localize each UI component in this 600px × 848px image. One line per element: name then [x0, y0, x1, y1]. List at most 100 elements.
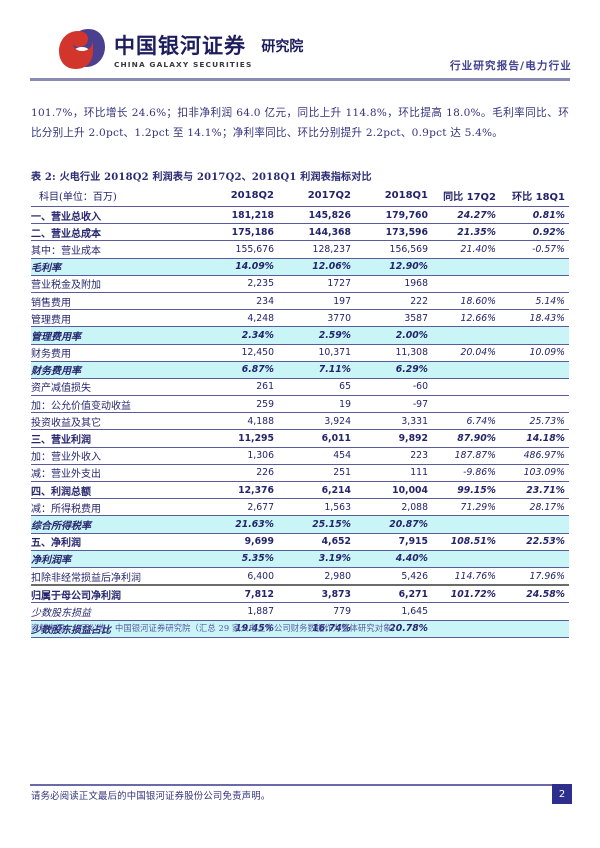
cell-2017Q2: 6,011 [278, 429, 355, 448]
column-header-4: 同比 17Q2 [432, 186, 500, 207]
column-header-1: 2018Q2 [201, 186, 278, 207]
cell-同比 17Q2: 6.74% [432, 412, 500, 430]
table-row: 其中：营业成本 155,676 128,237 156,569 21.40% -0.57% [31, 240, 569, 259]
table-row: 财务费用率 6.87% 7.11% 6.29% [31, 360, 569, 379]
brand-logo: 中国银河证券 CHINA GALAXY SECURITIES 研究院 [58, 27, 303, 71]
table-row: 财务费用 12,450 10,371 11,308 20.04% 10.09% [31, 343, 569, 362]
cell-2018Q2: 11,295 [201, 429, 278, 448]
row-label: 管理费用 [31, 309, 201, 327]
cell-2018Q2: 2,235 [201, 274, 278, 293]
cell-同比 17Q2: 108.51% [432, 532, 500, 551]
row-label: 营业税金及附加 [31, 274, 201, 293]
cell-同比 17Q2: 21.35% [432, 223, 500, 241]
cell-2018Q1: 3,331 [355, 412, 432, 430]
cell-2018Q1: 20.87% [355, 515, 432, 534]
intro-paragraph: 101.7%，环比增长 24.6%；扣非净利润 64.0 亿元，同比上升 114… [31, 107, 569, 139]
cell-2018Q1: 4.40% [355, 549, 432, 568]
cell-2018Q1: 1,645 [355, 602, 432, 620]
cell-2018Q1: 9,892 [355, 429, 432, 448]
table-row: 减：营业外支出 226 251 111 -9.86% 103.09% [31, 463, 569, 482]
row-label: 毛利率 [31, 257, 201, 276]
brand-name-cn: 中国银河证券 [114, 34, 246, 58]
table-source-note: 资料来源：公司公告，中国银河证券研究院（汇总 29 家火电上市公司财务数据作为整… [31, 623, 400, 633]
row-label: 五、净利润 [31, 532, 201, 551]
cell-2018Q2: 2.34% [201, 326, 278, 344]
cell-同比 17Q2: 12.66% [432, 309, 500, 327]
row-label: 净利润率 [31, 549, 201, 568]
table-row: 资产减值损失 261 65 -60 [31, 377, 569, 396]
row-label: 财务费用 [31, 343, 201, 362]
cell-同比 17Q2: 99.15% [432, 480, 500, 499]
cell-2018Q2: 259 [201, 395, 278, 413]
cell-同比 17Q2 [432, 326, 500, 344]
cell-同比 17Q2 [432, 395, 500, 413]
cell-2018Q1: 6.29% [355, 360, 432, 379]
cell-环比 18Q1: 14.18% [500, 429, 569, 448]
cell-2018Q1: 111 [355, 463, 432, 482]
footer-divider [30, 784, 570, 786]
page-number-badge: 2 [552, 784, 572, 804]
cell-同比 17Q2: 101.72% [432, 584, 500, 603]
cell-同比 17Q2: 21.40% [432, 240, 500, 259]
cell-2017Q2: 12.06% [278, 257, 355, 276]
cell-环比 18Q1 [500, 549, 569, 568]
row-label: 投资收益及其它 [31, 412, 201, 430]
cell-环比 18Q1: 28.17% [500, 498, 569, 516]
cell-同比 17Q2 [432, 257, 500, 276]
cell-2017Q2: 25.15% [278, 515, 355, 534]
cell-环比 18Q1: 10.09% [500, 343, 569, 362]
column-header-3: 2018Q1 [355, 186, 432, 207]
cell-2018Q2: 19.45% [201, 619, 278, 638]
cell-2018Q1: 1968 [355, 274, 432, 293]
cell-环比 18Q1 [500, 360, 569, 379]
cell-2018Q2: 1,306 [201, 446, 278, 465]
table-row: 投资收益及其它 4,188 3,924 3,331 6.74% 25.73% [31, 412, 569, 430]
cell-同比 17Q2 [432, 515, 500, 534]
cell-2017Q2: 16.74% [278, 619, 355, 638]
cell-同比 17Q2: -9.86% [432, 463, 500, 482]
table-header-row: 科目(单位：百万) 2018Q2 2017Q2 2018Q1 同比 17Q2 环… [31, 186, 569, 207]
cell-2017Q2: 10,371 [278, 343, 355, 362]
cell-2017Q2: 251 [278, 463, 355, 482]
cell-2018Q2: 6.87% [201, 360, 278, 379]
cell-2018Q1: 6,271 [355, 584, 432, 603]
row-label: 财务费用率 [31, 360, 201, 379]
cell-2017Q2: 779 [278, 602, 355, 620]
cell-同比 17Q2: 87.90% [432, 429, 500, 448]
brand-name-en: CHINA GALAXY SECURITIES [114, 60, 253, 69]
cell-2018Q1: 179,760 [355, 205, 432, 224]
cell-环比 18Q1: 18.43% [500, 309, 569, 327]
cell-2017Q2: 19 [278, 395, 355, 413]
cell-环比 18Q1 [500, 515, 569, 534]
cell-2018Q2: 21.63% [201, 515, 278, 534]
cell-环比 18Q1 [500, 619, 569, 638]
row-label: 少数股东损益 [31, 602, 201, 620]
cell-2017Q2: 144,368 [278, 223, 355, 241]
cell-2018Q2: 4,248 [201, 309, 278, 327]
cell-同比 17Q2: 18.60% [432, 291, 500, 310]
row-label: 加：营业外收入 [31, 446, 201, 465]
row-label: 管理费用率 [31, 326, 201, 344]
cell-2017Q2: 197 [278, 291, 355, 310]
cell-2018Q2: 4,188 [201, 412, 278, 430]
table-row: 少数股东损益 1,887 779 1,645 [31, 602, 569, 620]
row-label: 减：营业外支出 [31, 463, 201, 482]
cell-2018Q2: 175,186 [201, 223, 278, 241]
table-row: 净利润率 5.35% 3.19% 4.40% [31, 549, 569, 568]
row-label: 其中：营业成本 [31, 240, 201, 259]
cell-2017Q2: 7.11% [278, 360, 355, 379]
table-row: 二、营业总成本 175,186 144,368 173,596 21.35% 0.92% [31, 223, 569, 241]
cell-环比 18Q1 [500, 274, 569, 293]
cell-环比 18Q1: -0.57% [500, 240, 569, 259]
cell-2017Q2: 2,980 [278, 566, 355, 586]
cell-同比 17Q2: 187.87% [432, 446, 500, 465]
cell-2018Q2: 12,376 [201, 480, 278, 499]
row-label: 减：所得税费用 [31, 498, 201, 516]
cell-2018Q1: 20.78% [355, 619, 432, 638]
table-row: 一、营业总收入 181,218 145,826 179,760 24.27% 0.81% [31, 205, 569, 224]
table-row: 扣除非经常损益后净利润 6,400 2,980 5,426 114.76% 17.96% [31, 566, 569, 586]
table-row: 加：营业外收入 1,306 454 223 187.87% 486.97% [31, 446, 569, 465]
cell-2017Q2: 1727 [278, 274, 355, 293]
cell-2017Q2: 3,873 [278, 584, 355, 603]
